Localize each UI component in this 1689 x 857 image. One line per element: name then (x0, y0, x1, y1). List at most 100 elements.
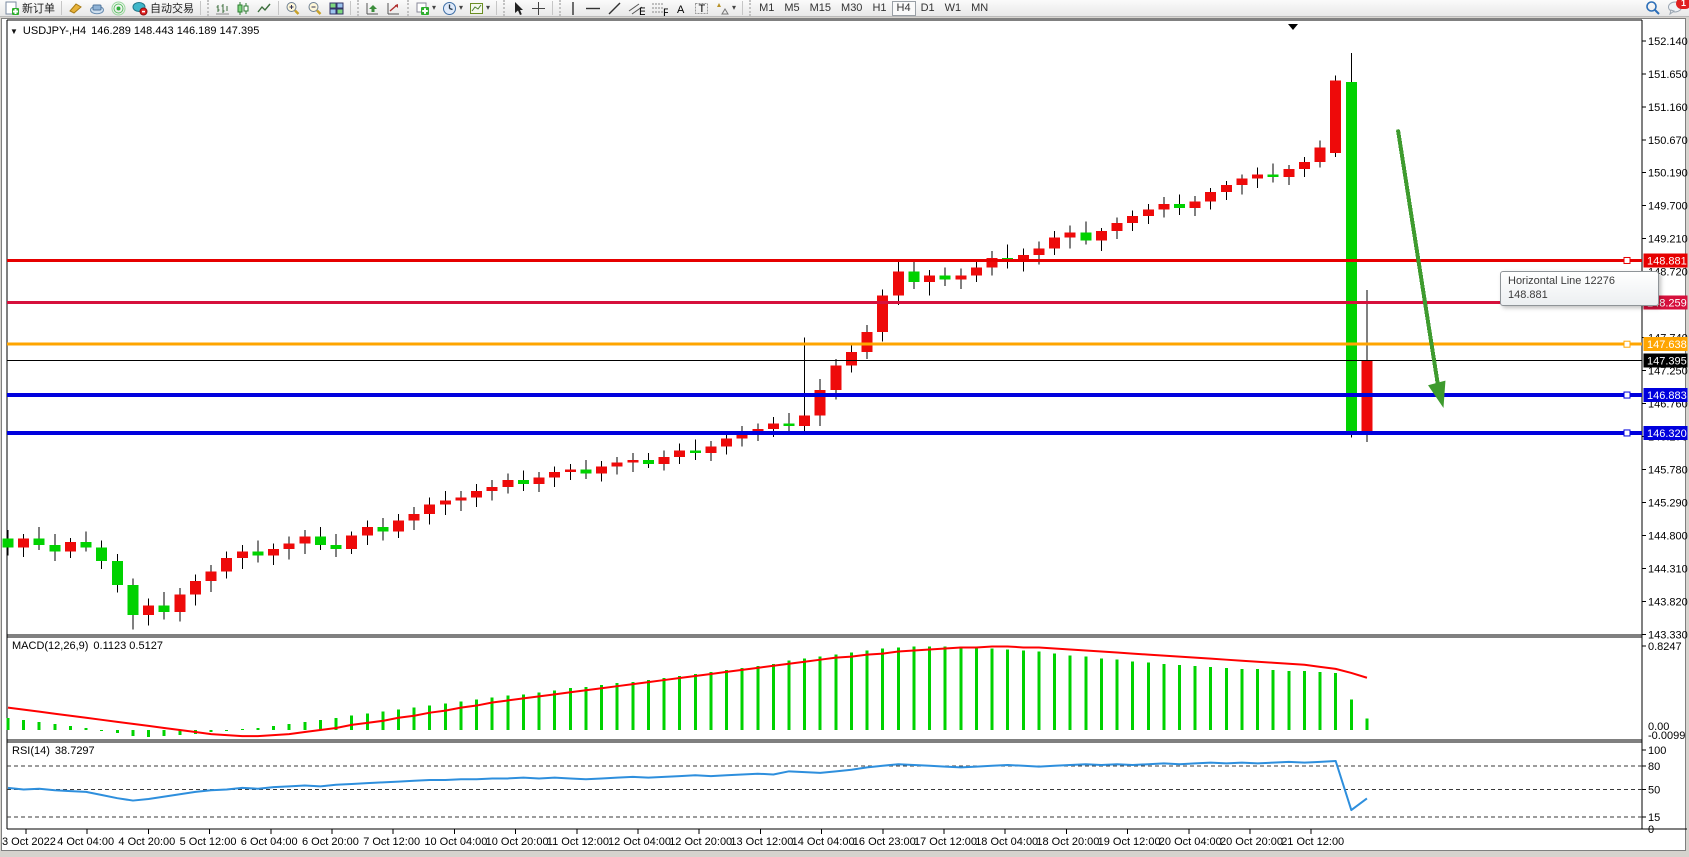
timeframe-button-h4[interactable]: H4 (891, 0, 916, 16)
tile-windows-button[interactable] (326, 0, 347, 16)
tooltip-line2: 148.881 (1508, 289, 1548, 301)
crosshair-button[interactable] (528, 0, 549, 16)
channel-button[interactable]: E (625, 0, 648, 16)
auto-trading-button[interactable]: 自动交易 (129, 0, 197, 16)
new-order-label: 新订单 (22, 3, 55, 15)
bar-chart-button[interactable] (212, 0, 233, 16)
timeframe-button-m5[interactable]: M5 (779, 1, 804, 16)
cursor-button[interactable] (508, 0, 528, 16)
shapes-icon (717, 2, 729, 14)
label-button[interactable]: T (691, 0, 712, 16)
ohlc-values: 146.289 148.443 146.189 147.395 (91, 25, 260, 37)
toolbar-group-cursor (503, 0, 549, 16)
separator (200, 1, 201, 15)
template-button[interactable]: ▾ (466, 0, 493, 16)
timeframe-button-m1[interactable]: M1 (754, 1, 779, 16)
object-tooltip: Horizontal Line 12276 148.881 (1500, 271, 1659, 306)
text-icon: A (677, 4, 685, 16)
zoom-out-button[interactable] (304, 0, 326, 16)
arrange-up-icon (366, 2, 378, 14)
fibonacci-button[interactable]: F (648, 0, 671, 16)
auto-trading-label: 自动交易 (150, 3, 194, 15)
template-icon (470, 2, 484, 14)
vertical-line-button[interactable] (564, 0, 582, 16)
search-button[interactable] (1642, 0, 1664, 16)
zoom-in-button[interactable] (282, 0, 304, 16)
new-order-button[interactable]: 新订单 (2, 0, 58, 16)
bar-chart-icon (216, 3, 229, 14)
chevron-down-icon: ▾ (432, 3, 437, 12)
chart-title-overlay: ▼ USDJPY-,H4 146.289 148.443 146.189 147… (10, 25, 259, 37)
separator (278, 1, 279, 15)
eraser-icon (69, 2, 82, 14)
candle-chart-button[interactable] (233, 0, 254, 16)
chart-dropdown-icon[interactable]: ▼ (10, 26, 18, 36)
window-bottom-edge (0, 851, 1689, 857)
timeframe-button-w1[interactable]: W1 (940, 1, 967, 16)
separator (552, 1, 554, 15)
horizontal-line-icon (586, 7, 601, 9)
toolbar-group-trade: 新订单 (2, 0, 58, 16)
search-icon (1646, 1, 1660, 15)
svg-text:F: F (663, 7, 668, 16)
signal-icon (111, 1, 126, 15)
rsi-indicator-label: RSI(14) 38.7297 (12, 745, 95, 757)
chevron-down-icon: ▾ (732, 3, 737, 12)
horizontal-line-button[interactable] (582, 0, 604, 16)
signal-button[interactable] (108, 0, 129, 16)
separator (496, 1, 498, 15)
zoom-in-icon (286, 1, 300, 15)
cloud-icon (90, 4, 104, 14)
new-order-icon (5, 1, 19, 15)
eraser-button[interactable] (65, 0, 86, 16)
shapes-button[interactable]: ▾ (712, 0, 739, 16)
timeframe-toolbar: M1 M5 M15 M30 H1 H4 D1 W1 MN (749, 0, 993, 16)
autotrade-icon (132, 1, 148, 15)
trendline-icon (608, 2, 621, 14)
label-icon: T (695, 2, 709, 15)
period-clock-icon (443, 1, 457, 15)
toolbar-group-services: 自动交易 (65, 0, 197, 16)
tile-windows-icon (329, 2, 344, 14)
chat-button-wrap: 1 (1664, 0, 1689, 16)
macd-name: MACD(12,26,9) (12, 640, 89, 652)
toolbar-group-objects: E F A T ▾ (559, 0, 739, 16)
toolbar: 新订单 自动交易 (0, 0, 1689, 17)
chart-window[interactable] (1, 18, 1686, 851)
zoom-out-icon (308, 1, 322, 15)
macd-values: 0.1123 0.5127 (93, 640, 163, 652)
tooltip-line1: Horizontal Line 12276 (1508, 275, 1616, 287)
separator (61, 1, 62, 15)
svg-text:T: T (699, 3, 706, 15)
fibonacci-icon: F (652, 3, 668, 16)
separator (742, 1, 744, 15)
candle-chart-icon (237, 1, 249, 15)
timeframe-button-m30[interactable]: M30 (836, 1, 867, 16)
timeframe-button-m15[interactable]: M15 (805, 1, 836, 16)
period-button[interactable]: ▾ (439, 0, 466, 16)
arrange-track-icon (387, 2, 399, 14)
rsi-name: RSI(14) (12, 745, 50, 757)
chevron-down-icon: ▾ (459, 3, 464, 12)
line-chart-button[interactable] (254, 0, 275, 16)
timeframe-button-d1[interactable]: D1 (916, 1, 940, 16)
toolbar-group-arrange (357, 0, 404, 16)
timeframe-button-h1[interactable]: H1 (867, 1, 891, 16)
notification-badge: 1 (1676, 0, 1689, 9)
channel-icon: E (628, 3, 645, 16)
add-indicator-button[interactable]: ▾ (412, 0, 439, 16)
macd-indicator-label: MACD(12,26,9) 0.1123 0.5127 (12, 640, 163, 652)
vertical-line-icon (572, 1, 574, 15)
chevron-down-icon: ▾ (486, 3, 491, 12)
arrange-up-button[interactable] (362, 0, 383, 16)
arrange-track-button[interactable] (383, 0, 404, 16)
cloud-button[interactable] (86, 0, 108, 16)
text-button[interactable]: A (671, 0, 691, 16)
add-indicator-icon (416, 2, 429, 15)
trendline-button[interactable] (604, 0, 625, 16)
toolbar-group-chart-type (207, 0, 275, 16)
timeframe-button-mn[interactable]: MN (966, 1, 993, 16)
svg-text:A: A (677, 4, 685, 16)
symbol-period-label: USDJPY-,H4 (22, 25, 87, 37)
line-chart-icon (257, 3, 271, 12)
